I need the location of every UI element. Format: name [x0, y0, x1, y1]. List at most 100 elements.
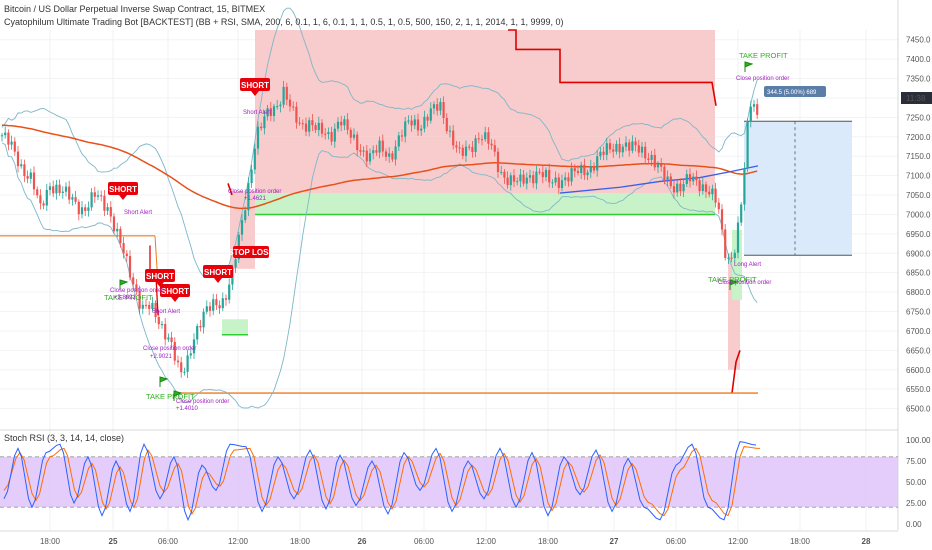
candle-body	[74, 197, 77, 202]
candle-body	[96, 195, 100, 197]
candle-body	[442, 101, 445, 118]
short-badge-box	[203, 265, 233, 278]
time-tick-label: 26	[358, 537, 367, 546]
time-tick-label: 18:00	[40, 537, 61, 546]
candle-body	[512, 175, 516, 182]
candle-body	[154, 302, 157, 318]
trade-annotation: Close position order	[176, 399, 229, 405]
candle-body	[288, 99, 292, 107]
candle-body	[128, 256, 132, 278]
candle-body	[432, 104, 436, 109]
stop-loss-badge-label: STOP LOSS	[228, 248, 274, 257]
candle-body	[215, 299, 218, 306]
candle-body	[717, 202, 720, 210]
candle-body	[7, 132, 10, 145]
candle-body	[493, 145, 496, 152]
price-axis-bg	[898, 0, 932, 550]
take-profit-label: TAKE PROFIT	[708, 275, 757, 284]
candle-body	[320, 122, 324, 134]
flag-icon	[119, 279, 129, 290]
price-tick-label: 6650.0	[906, 346, 931, 355]
candle-body	[167, 337, 170, 340]
stop-zone	[255, 30, 715, 137]
profit-zone	[255, 193, 715, 215]
candle-body	[535, 171, 538, 184]
candle-body	[391, 153, 394, 160]
candle-body	[68, 186, 71, 200]
price-tick-label: 6600.0	[906, 366, 931, 375]
take-profit-label: TAKE PROFIT	[146, 392, 195, 401]
candle-body	[599, 151, 602, 157]
candle-body	[634, 141, 637, 146]
candle-body	[685, 174, 688, 185]
short-badge-arrow	[171, 297, 179, 302]
rsi-title: Stoch RSI (3, 3, 14, 14, close)	[4, 433, 125, 443]
profit-zone	[732, 229, 742, 300]
candle-body	[164, 323, 167, 340]
candle-body	[704, 184, 708, 192]
candle-body	[349, 129, 352, 138]
candle-body	[458, 147, 461, 149]
profit-annotation: +2.9021	[150, 354, 173, 360]
candle-body	[352, 134, 356, 138]
time-tick-label: 27	[610, 537, 619, 546]
candle-body	[503, 171, 506, 178]
candle-body	[519, 174, 522, 182]
trade-annotation: Close position order	[228, 189, 281, 195]
candle-body	[272, 106, 276, 117]
candle-body	[359, 150, 362, 152]
candle-body	[567, 177, 570, 182]
candle-body	[228, 284, 231, 300]
candle-body	[0, 135, 4, 137]
stop-line	[227, 183, 233, 196]
candle-body	[640, 146, 644, 153]
candle-body	[317, 122, 320, 131]
candle-body	[32, 172, 36, 190]
flag-icon	[173, 390, 183, 401]
candle-body	[733, 252, 736, 259]
candle-body	[701, 184, 704, 191]
trade-annotation: Short Alert	[243, 110, 271, 116]
candle-body	[583, 164, 586, 176]
candle-body	[580, 164, 583, 174]
rsi-tick-label: 25.00	[906, 499, 927, 508]
time-tick-label: 18:00	[790, 537, 811, 546]
candle-body	[397, 135, 400, 147]
candle-body	[650, 154, 653, 160]
candle-body	[541, 172, 544, 178]
bollinger-upper	[1, 7, 758, 278]
candle-body	[202, 311, 205, 328]
trade-annotation: Short Alert	[152, 309, 180, 315]
price-tick-label: 6900.0	[906, 249, 931, 258]
time-tick-label: 18:00	[538, 537, 559, 546]
short-badge: SHORT	[203, 265, 233, 283]
candle-body	[301, 123, 304, 125]
candle-body	[132, 277, 135, 285]
candle-body	[500, 171, 503, 173]
candle-body	[186, 355, 189, 372]
rsi-tick-label: 75.00	[906, 457, 927, 466]
trade-annotation: Close position order	[718, 280, 771, 286]
position-box	[744, 121, 852, 256]
candle-body	[208, 306, 212, 311]
short-badge-arrow	[214, 278, 222, 283]
candle-body	[532, 175, 535, 184]
trade-annotation: Short Alert	[124, 210, 152, 216]
price-tick-label: 7250.0	[906, 113, 931, 122]
candle-body	[362, 150, 365, 152]
short-badge: SHORT	[160, 284, 190, 302]
short-badge-box	[160, 284, 190, 297]
stop-line	[731, 350, 741, 394]
candle-body	[596, 156, 599, 171]
candle-body	[615, 143, 618, 152]
time-tick-label: 06:00	[666, 537, 687, 546]
candle-body	[218, 305, 221, 309]
last-price-label: 11:38	[906, 94, 926, 103]
candle-body	[244, 210, 247, 221]
candle-body	[644, 146, 647, 159]
price-tick-label: 7450.0	[906, 36, 931, 45]
candle-body	[148, 304, 151, 309]
candle-body	[116, 228, 119, 232]
price-tick-label: 6950.0	[906, 230, 931, 239]
